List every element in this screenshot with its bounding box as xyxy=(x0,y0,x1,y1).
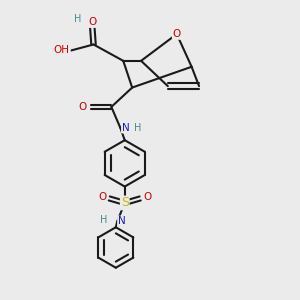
Text: O: O xyxy=(88,17,96,27)
Text: H: H xyxy=(134,123,141,133)
Text: O: O xyxy=(172,29,181,39)
Text: O: O xyxy=(143,192,152,202)
Text: S: S xyxy=(121,196,129,209)
Text: O: O xyxy=(79,102,87,112)
Text: OH: OH xyxy=(54,45,70,56)
Text: N: N xyxy=(118,216,126,226)
Text: N: N xyxy=(122,123,130,133)
Text: O: O xyxy=(98,192,106,202)
Text: H: H xyxy=(100,215,107,225)
Text: H: H xyxy=(74,14,82,24)
